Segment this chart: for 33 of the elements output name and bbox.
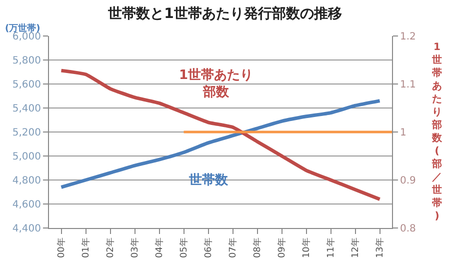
x-tick-label: 00年 [56, 238, 68, 258]
y-tick-label: 4,400 [12, 224, 41, 234]
y-tick-label: 5,600 [12, 80, 41, 90]
x-tick-label: 13年 [374, 238, 386, 258]
y2-tick-label: 1.2 [400, 32, 416, 42]
y-tick-label: 6,000 [12, 32, 41, 42]
y2-tick-label: 0.8 [400, 224, 416, 234]
x-tick-label: 04年 [154, 238, 166, 258]
y-tick-label: 5,200 [12, 128, 41, 138]
text: 1世帯あたり部数(部／世帯) [432, 42, 442, 222]
line-series [60, 99, 382, 189]
x-tick-label: 07年 [228, 238, 239, 258]
x-tick-label: 06年 [203, 238, 214, 258]
series-label: 1世帯あたり部数 [179, 68, 254, 100]
x-tick-label: 05年 [178, 238, 190, 258]
y-tick-label: 5,800 [12, 56, 41, 66]
x-tick-label: 09年 [276, 238, 288, 258]
y-tick-label: 4,600 [12, 200, 41, 210]
chart-title: 世帯数と1世帯あたり発行部数の推移 [107, 4, 342, 22]
y2-tick-label: 1 [400, 128, 406, 138]
y-tick-label: 5,000 [12, 152, 41, 162]
y2-tick-label: 1.1 [400, 80, 416, 90]
x-tick-label: 12年 [350, 238, 362, 258]
x-tick-label: 10年 [301, 238, 312, 258]
x-tick-label: 11年 [326, 238, 337, 258]
x-tick-label: 01年 [80, 238, 92, 258]
y-tick-label: 5,400 [12, 104, 41, 114]
y2-tick-label: 0.9 [400, 176, 416, 186]
x-tick-label: 03年 [130, 238, 141, 258]
x-tick-label: 08年 [252, 238, 264, 258]
y-tick-label: 4,800 [12, 176, 41, 186]
x-tick-label: 02年 [105, 238, 116, 258]
line-series [60, 68, 382, 201]
